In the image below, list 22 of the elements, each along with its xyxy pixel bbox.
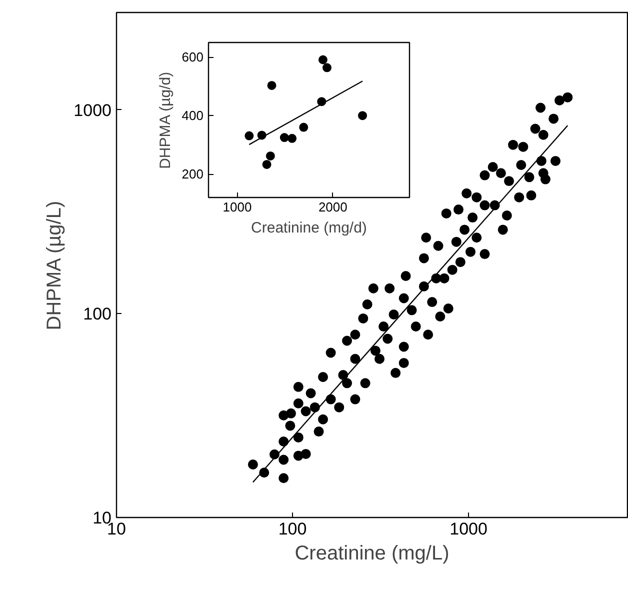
point xyxy=(358,111,368,120)
x-axis-title: Creatinine (mg/d) xyxy=(251,220,367,236)
y-tick-label: 600 xyxy=(182,50,204,65)
y-tick-label: 1000 xyxy=(74,100,112,120)
point xyxy=(262,160,272,169)
x-tick-label: 1000 xyxy=(450,520,488,538)
y-axis-title: DHPMA (µg/d) xyxy=(156,72,174,169)
x-tick-label: 100 xyxy=(278,520,307,538)
y-tick-label: 100 xyxy=(83,304,112,324)
point xyxy=(318,55,328,64)
point xyxy=(267,81,276,90)
y-tick-label: 200 xyxy=(182,166,204,182)
point xyxy=(299,122,308,132)
point xyxy=(280,133,289,142)
y-axis-title: DHPMA (µg/L) xyxy=(44,200,66,330)
point xyxy=(244,131,254,140)
point xyxy=(322,63,332,72)
x-tick-label: 2000 xyxy=(318,200,348,214)
point xyxy=(288,134,297,143)
y-tick-label: 400 xyxy=(182,108,204,124)
x-axis-title: Creatinine (mg/L) xyxy=(294,542,450,564)
point xyxy=(266,151,275,160)
